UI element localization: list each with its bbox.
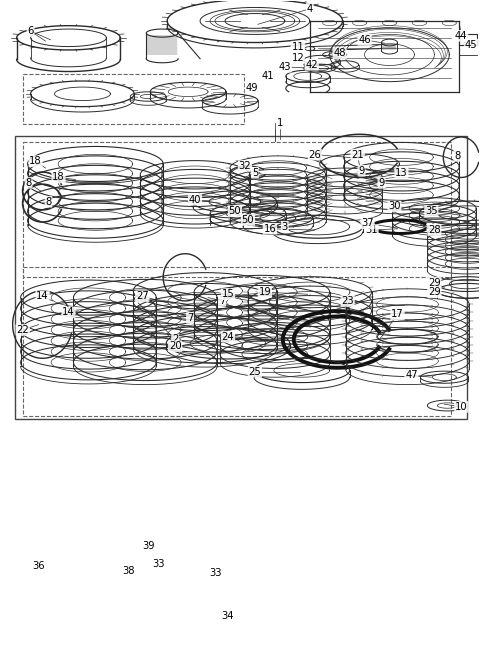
Text: 28: 28 [428,225,441,235]
Text: 9: 9 [359,166,365,176]
Text: 11: 11 [291,41,304,52]
Text: 39: 39 [142,541,155,551]
Text: 24: 24 [222,332,234,342]
Text: 18: 18 [52,173,65,182]
Text: 32: 32 [239,161,251,171]
Text: 33: 33 [209,568,221,578]
Text: 12: 12 [291,53,304,63]
Bar [23,74,244,124]
Text: 18: 18 [29,157,42,166]
Text: 45: 45 [465,39,478,50]
Text: 40: 40 [189,195,201,204]
Text: 44: 44 [455,31,468,41]
Text: 15: 15 [222,289,234,299]
Text: 42: 42 [305,60,318,70]
Text: 17: 17 [391,309,404,320]
Text: 4: 4 [307,4,313,14]
Text: 31: 31 [365,225,378,235]
Text: 5: 5 [252,168,258,178]
Text: 22: 22 [16,325,29,335]
Text: 48: 48 [334,49,346,58]
Bar [23,142,451,278]
Text: 8: 8 [454,151,460,161]
Text: 3: 3 [282,222,288,232]
Bar [15,136,467,419]
Text: 7: 7 [219,296,225,306]
Text: 38: 38 [122,566,134,576]
Text: 25: 25 [249,367,261,377]
Text: 29: 29 [428,278,441,288]
Bar [23,267,451,415]
Text: 36: 36 [32,561,45,571]
Text: 13: 13 [395,168,408,178]
Text: 50: 50 [241,215,254,225]
Text: 7: 7 [187,313,193,323]
Text: 37: 37 [361,218,374,228]
Text: 8: 8 [46,197,52,207]
Text: 43: 43 [278,62,291,72]
Text: 46: 46 [358,35,371,45]
Text: 14: 14 [36,291,49,302]
Text: 16: 16 [264,224,276,234]
Text: 21: 21 [351,149,364,160]
Text: 27: 27 [136,291,149,302]
Text: 50: 50 [228,206,241,216]
Text: 6: 6 [27,26,34,36]
Text: 10: 10 [455,402,468,412]
Text: 34: 34 [222,611,234,621]
Text: 35: 35 [425,206,438,216]
Text: 49: 49 [246,83,258,93]
Text: 14: 14 [62,307,75,318]
Text: 9: 9 [378,178,384,188]
Text: 1: 1 [276,118,283,129]
Text: 8: 8 [25,178,32,188]
Text: 29: 29 [428,287,441,297]
Text: 2: 2 [172,334,179,344]
Text: 19: 19 [259,287,271,297]
Text: 47: 47 [405,370,418,380]
Text: 26: 26 [308,149,321,160]
Text: 20: 20 [169,341,181,351]
Text: 33: 33 [152,559,165,569]
Text: 23: 23 [341,296,354,306]
Text: 30: 30 [388,201,401,212]
Text: 41: 41 [262,71,274,82]
